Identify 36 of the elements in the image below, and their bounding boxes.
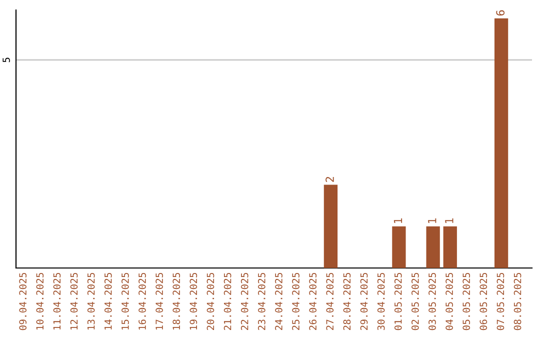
x-tick-label: 06.05.2025 — [480, 272, 488, 330]
x-tick-label: 24.04.2025 — [275, 272, 282, 330]
x-tick-label: 03.05.2025 — [428, 272, 436, 330]
data-label: 1 — [445, 218, 454, 223]
x-tick-label: 07.05.2025 — [496, 272, 504, 330]
x-tick-label: 14.04.2025 — [104, 272, 112, 330]
x-tick-label: 01.05.2025 — [394, 272, 402, 330]
x-tick-label: 15.04.2025 — [122, 272, 129, 330]
x-tick-label: 17.04.2025 — [156, 272, 163, 330]
x-tick-label: 08.05.2025 — [514, 272, 522, 330]
x-tick-label: 18.04.2025 — [172, 272, 180, 330]
x-tick-label: 13.04.2025 — [87, 272, 95, 330]
y-tick-label: 5 — [2, 58, 10, 62]
data-label: 1 — [428, 218, 436, 223]
x-tick-label: 12.04.2025 — [70, 272, 78, 330]
x-tick-label: 23.04.2025 — [258, 272, 266, 330]
x-tick-label: 22.04.2025 — [240, 272, 248, 330]
x-tick-label: 30.04.2025 — [377, 272, 385, 330]
data-label: 6 — [496, 10, 505, 16]
x-tick-label: 25.04.2025 — [292, 272, 300, 330]
data-label: 2 — [326, 176, 334, 182]
x-tick-label: 28.04.2025 — [343, 272, 351, 330]
x-tick-label: 05.05.2025 — [462, 272, 470, 330]
data-label: 1 — [394, 218, 402, 223]
x-tick-label: 19.04.2025 — [190, 272, 198, 330]
x-tick-label: 20.04.2025 — [206, 272, 214, 330]
x-tick-label: 16.04.2025 — [138, 272, 146, 330]
x-tick-label: 10.04.2025 — [36, 272, 44, 330]
x-tick-label: 11.04.2025 — [53, 272, 61, 330]
x-tick-label: 29.04.2025 — [360, 272, 368, 330]
x-tick-label: 09.04.2025 — [19, 272, 27, 330]
x-tick-label: 02.05.2025 — [412, 272, 419, 330]
x-tick-label: 26.04.2025 — [309, 272, 317, 330]
x-tick-label: 04.05.2025 — [446, 272, 453, 330]
x-tick-label: 27.04.2025 — [326, 272, 334, 330]
x-tick-label: 21.04.2025 — [224, 272, 232, 330]
